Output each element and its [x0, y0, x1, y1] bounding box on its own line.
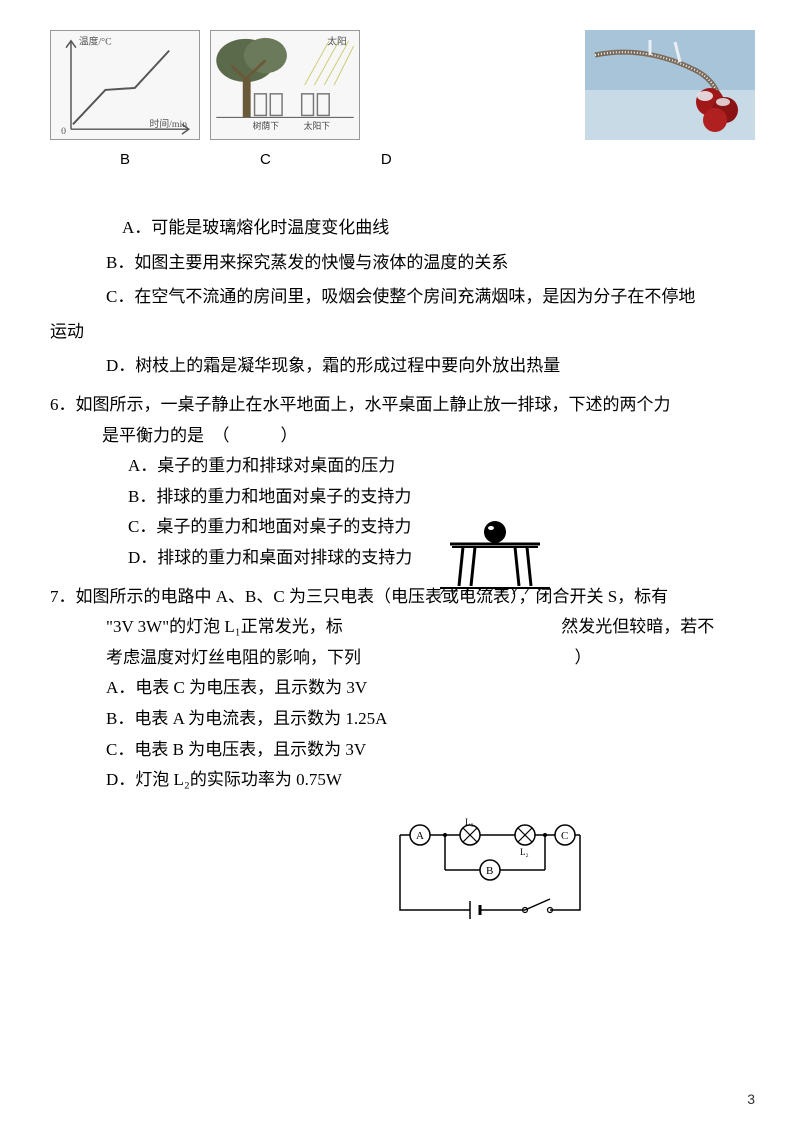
q7-opt-a: A．电表 C 为电压表，且示数为 3V [50, 673, 755, 704]
q7-stem-2b: 然发光但较暗，若不 [561, 617, 714, 636]
q5-options: A．可能是玻璃熔化时温度变化曲线 B．如图主要用来探究蒸发的快慢与液体的温度的关… [50, 213, 755, 382]
origin-label: 0 [61, 126, 66, 137]
q7-stem-2a: "3V 3W"的灯泡 L₁正常发光，标 [106, 617, 343, 636]
q5-opt-c: C．在空气不流通的房间里，吸烟会使整个房间充满烟味，是因为分子在不停地 [50, 282, 755, 313]
q6-opt-a: A．桌子的重力和排球对桌面的压力 [50, 451, 755, 482]
figure-label-row: B C D [50, 146, 755, 173]
q7-stem-2: "3V 3W"的灯泡 L₁正常发光，标 然发光但较暗，若不 [50, 612, 755, 643]
q7-stem-1: 7．如图所示的电路中 A、B、C 为三只电表（电压表或电流表），闭合开关 S，标… [50, 582, 755, 613]
q7-stem-3a: 考虑温度对灯丝电阻的影响，下列 [106, 648, 361, 667]
shade-label: 树荫下 [253, 120, 280, 131]
table-ball-figure [435, 516, 555, 596]
sun-label: 太阳 [327, 35, 347, 48]
question-6: 6．如图所示，一桌子静止在水平地面上，水平桌面上静止放一排球，下述的两个力 是平… [50, 390, 755, 574]
figure-row: 温度/°C 时间/min 0 太阳 树荫下 太阳下 [50, 30, 755, 140]
page-number: 3 [747, 1087, 755, 1112]
q6-stem-1: 6．如图所示，一桌子静止在水平地面上，水平桌面上静止放一排球，下述的两个力 [50, 390, 755, 421]
q7-opt-d: D．灯泡 L₂的实际功率为 0.75W [50, 765, 755, 796]
q6-opt-b: B．排球的重力和地面对桌子的支持力 [50, 482, 755, 513]
graph-figure: 温度/°C 时间/min 0 [50, 30, 200, 140]
meter-c-label: C [561, 830, 568, 842]
y-axis-label: 温度/°C [79, 35, 112, 48]
label-b: B [120, 146, 130, 173]
q5-opt-b: B．如图主要用来探究蒸发的快慢与液体的温度的关系 [50, 248, 755, 279]
q5-opt-d: D．树枝上的霜是凝华现象，霜的形成过程中要向外放出热量 [50, 351, 755, 382]
q7-stem-3: 考虑温度对灯丝电阻的影响，下列 ） [50, 643, 755, 674]
label-c: C [260, 146, 271, 173]
circuit-figure: A L₁ L₂ C B [385, 815, 595, 925]
q6-opt-d: D．排球的重力和桌面对排球的支持力 [50, 543, 755, 574]
q6-stem-2: 是平衡力的是 （ ） [50, 421, 755, 452]
berry-figure [585, 30, 755, 140]
q7-stem-3b: ） [575, 648, 592, 667]
sunside-label: 太阳下 [304, 120, 331, 131]
lamp-l1-label: L₁ [465, 817, 474, 827]
q5-opt-c-cont: 运动 [50, 317, 755, 348]
q7-opt-c: C．电表 B 为电压表，且示数为 3V [50, 735, 755, 766]
x-axis-label: 时间/min [150, 117, 188, 130]
question-7: 7．如图所示的电路中 A、B、C 为三只电表（电压表或电流表），闭合开关 S，标… [50, 582, 755, 796]
q7-opt-b: B．电表 A 为电流表，且示数为 1.25A [50, 704, 755, 735]
meter-b-label: B [486, 865, 493, 877]
q5-opt-a: A．可能是玻璃熔化时温度变化曲线 [50, 213, 755, 244]
lamp-l2-label: L₂ [520, 847, 529, 857]
tree-figure: 太阳 树荫下 太阳下 [210, 30, 360, 140]
q6-opt-c: C．桌子的重力和地面对桌子的支持力 [50, 512, 755, 543]
meter-a-label: A [416, 830, 424, 842]
label-d: D [381, 146, 392, 173]
